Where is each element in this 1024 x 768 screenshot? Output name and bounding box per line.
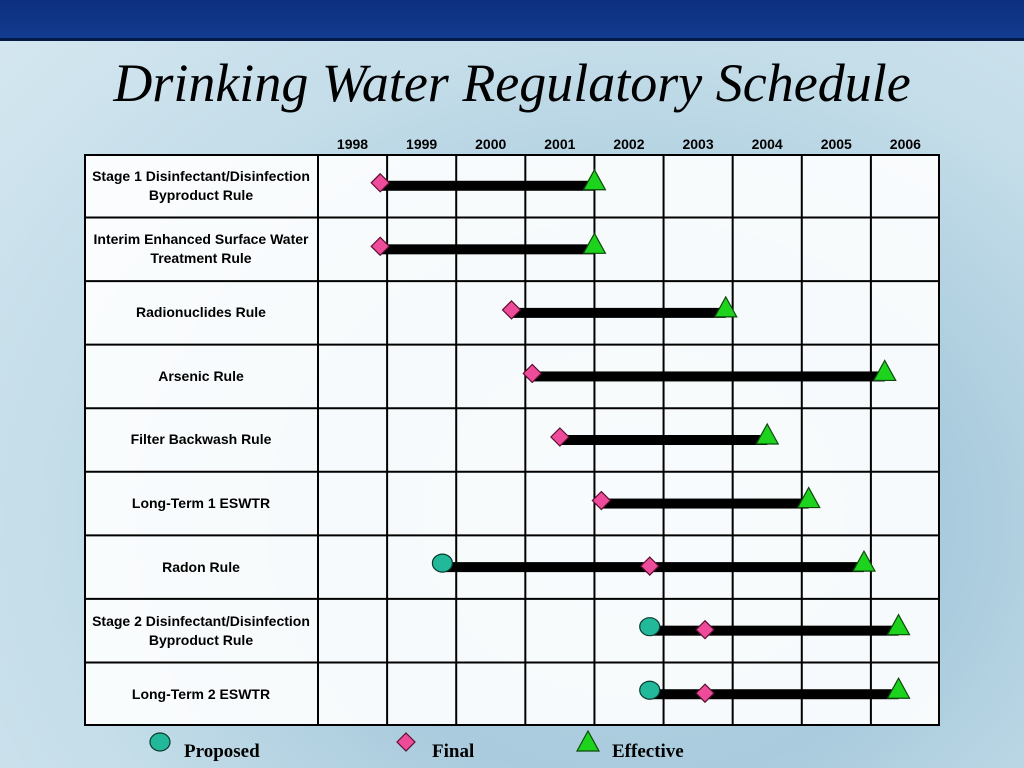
effective-marker bbox=[851, 549, 876, 572]
legend-final-icon bbox=[396, 732, 416, 752]
effective-marker bbox=[886, 676, 911, 699]
rule-label: Filter Backwash Rule bbox=[130, 431, 272, 448]
rule-label: Long-Term 2 ESWTR bbox=[131, 685, 271, 702]
legend-label: Effective bbox=[612, 741, 684, 762]
rule-label: Stage 2 Disinfectant/Disinfection Byprod… bbox=[92, 612, 310, 648]
final-marker bbox=[591, 490, 612, 511]
rule-label: Stage 1 Disinfectant/Disinfection Byprod… bbox=[92, 167, 310, 203]
page-title: Drinking Water Regulatory Schedule bbox=[113, 53, 911, 113]
effective-marker bbox=[582, 168, 607, 191]
effective-marker bbox=[713, 295, 738, 318]
final-marker bbox=[639, 556, 660, 576]
proposed-marker bbox=[431, 553, 453, 573]
effective-marker bbox=[872, 359, 897, 382]
year-label: 2004 bbox=[751, 136, 783, 152]
schedule-bar bbox=[532, 371, 885, 382]
year-label: 2001 bbox=[544, 136, 576, 152]
proposed-marker bbox=[639, 617, 661, 637]
final-marker bbox=[522, 363, 543, 384]
legend-label: Proposed bbox=[184, 741, 260, 762]
year-label: 1999 bbox=[406, 136, 438, 152]
schedule-bar bbox=[380, 180, 595, 191]
schedule-bar bbox=[649, 625, 899, 636]
effective-marker bbox=[755, 422, 780, 445]
final-marker bbox=[695, 683, 715, 704]
proposed-marker bbox=[639, 680, 661, 700]
effective-marker bbox=[582, 232, 607, 254]
legend-effective-icon bbox=[575, 729, 601, 752]
year-label: 2006 bbox=[889, 136, 921, 152]
rule-label: Long-Term 1 ESWTR bbox=[131, 495, 271, 512]
year-label: 2005 bbox=[820, 136, 852, 152]
rule-label: Radionuclides Rule bbox=[136, 304, 266, 321]
legend-proposed-icon bbox=[149, 732, 171, 752]
effective-marker bbox=[886, 613, 911, 636]
year-label: 1998 bbox=[336, 136, 369, 152]
schedule-bar bbox=[649, 689, 899, 700]
rule-label: Interim Enhanced Surface Water Treatment… bbox=[93, 231, 309, 267]
schedule-bar bbox=[511, 307, 726, 318]
year-label: 2002 bbox=[613, 136, 645, 152]
schedule-bar bbox=[380, 244, 595, 255]
final-marker bbox=[695, 619, 715, 640]
year-label: 2003 bbox=[682, 136, 714, 152]
schedule-bar bbox=[601, 498, 809, 509]
final-marker bbox=[370, 236, 391, 257]
schedule-bar bbox=[559, 435, 768, 445]
final-marker bbox=[370, 172, 391, 193]
effective-marker bbox=[796, 486, 821, 509]
final-marker bbox=[550, 427, 570, 447]
rule-label: Arsenic Rule bbox=[158, 367, 244, 384]
final-marker bbox=[501, 300, 522, 320]
rule-label: Radon Rule bbox=[162, 558, 240, 575]
legend-label: Final bbox=[432, 741, 475, 762]
top-banner bbox=[0, 0, 1024, 41]
year-label: 2000 bbox=[475, 136, 507, 152]
